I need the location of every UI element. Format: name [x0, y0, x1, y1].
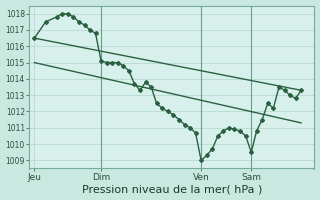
X-axis label: Pression niveau de la mer( hPa ): Pression niveau de la mer( hPa )	[82, 184, 262, 194]
